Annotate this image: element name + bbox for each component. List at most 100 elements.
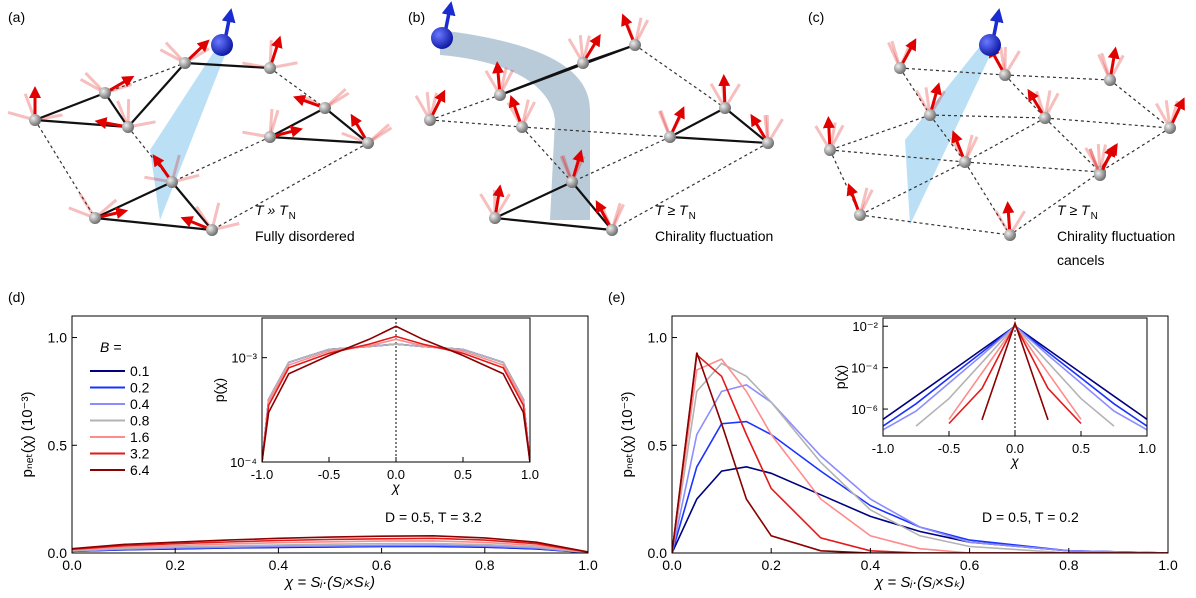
site <box>179 57 191 69</box>
site <box>494 89 506 101</box>
x-axis-label: χ = Sᵢ·(Sⱼ×Sₖ) <box>283 574 375 591</box>
condition: T ≥ T <box>1057 202 1091 218</box>
bond <box>1004 74 1046 119</box>
data-line <box>262 343 530 462</box>
x-tick-label: 0.0 <box>662 557 682 573</box>
site <box>122 121 134 133</box>
x-tick-label: 0.0 <box>387 467 405 482</box>
site <box>924 109 936 121</box>
site <box>894 62 906 74</box>
site <box>206 224 218 236</box>
bond <box>127 62 186 128</box>
data-line <box>672 362 1168 553</box>
y-tick-label: 10⁻⁶ <box>851 402 878 417</box>
site <box>566 176 578 188</box>
series-group <box>72 534 588 553</box>
bond <box>184 61 271 70</box>
y-axis-label: pₙₑₜ(χ) (10⁻³) <box>619 392 636 478</box>
x-axis-label: χ <box>390 479 400 495</box>
site <box>264 131 276 143</box>
lattice-diagrams <box>7 1 1185 241</box>
legend-label: 1.6 <box>130 429 150 445</box>
x-tick-label: 0.4 <box>269 557 289 573</box>
panel-label: (a) <box>8 9 25 25</box>
condition-subscript: N <box>689 211 696 222</box>
y-tick-label: 10⁻³ <box>231 351 257 366</box>
legend-label: 0.1 <box>130 363 150 379</box>
site <box>29 114 41 126</box>
site <box>516 121 528 133</box>
bond <box>929 114 966 163</box>
series-group <box>672 352 1168 553</box>
lattice <box>414 1 784 236</box>
bond <box>859 161 966 216</box>
y-tick-label: 10⁻⁴ <box>230 455 257 470</box>
chirality-sphere <box>211 34 233 56</box>
y-tick-label: 0.0 <box>48 545 68 561</box>
bond <box>269 135 369 145</box>
annotation: D = 0.5, T = 3.2 <box>385 509 482 525</box>
legend-label: 0.4 <box>130 396 150 412</box>
legend-label: 3.2 <box>130 446 150 462</box>
x-tick-label: 0.8 <box>1059 557 1079 573</box>
chart: -1.0 -0.5 0.0 0.5 1.0 10⁻⁶ 10⁻⁴ 10⁻² χ p(χ) <box>832 317 1156 469</box>
bond <box>964 161 1101 173</box>
bond <box>171 181 213 231</box>
x-axis-label: χ <box>1009 453 1019 469</box>
panel-label: (c) <box>808 9 824 25</box>
bond <box>269 67 326 109</box>
bond <box>1109 79 1171 129</box>
site <box>824 144 836 156</box>
bond <box>1004 74 1111 81</box>
bond <box>521 126 573 183</box>
bond <box>34 91 106 122</box>
bond <box>494 181 573 219</box>
data-line <box>72 534 588 553</box>
x-tick-label: -1.0 <box>872 441 894 456</box>
y-tick-label: 1.0 <box>648 330 668 346</box>
bond <box>429 119 523 128</box>
annotation: D = 0.5, T = 0.2 <box>982 509 1079 525</box>
bond <box>859 214 1011 236</box>
chirality-sheet <box>150 50 225 220</box>
data-line <box>72 542 588 553</box>
chart: -1.0 -0.5 0.0 0.5 1.0 10⁻⁴ 10⁻³ χ p(χ) <box>211 317 539 495</box>
data-line <box>981 320 1049 421</box>
condition: T ≥ T <box>655 202 689 218</box>
legend-label: 0.8 <box>130 413 150 429</box>
site <box>489 212 501 224</box>
site <box>264 62 276 74</box>
series-group <box>883 320 1147 431</box>
bond <box>429 94 501 121</box>
condition-subscript: N <box>289 211 296 222</box>
series-group <box>262 325 530 462</box>
bond <box>669 135 769 145</box>
legend-label: 0.2 <box>130 380 150 396</box>
x-tick-label: 0.2 <box>761 557 781 573</box>
bond <box>34 118 129 129</box>
x-tick-label: 1.0 <box>578 557 598 573</box>
bond <box>104 92 129 128</box>
x-axis-label: χ = Sᵢ·(Sⱼ×Sₖ) <box>873 574 965 591</box>
bond <box>929 114 1046 119</box>
lattice <box>814 8 1185 241</box>
x-tick-label: 1.0 <box>521 467 539 482</box>
condition-subscript: N <box>1091 211 1098 222</box>
site <box>577 57 589 69</box>
data-line <box>72 537 588 553</box>
x-tick-label: 1.0 <box>1138 441 1156 456</box>
plot-frame <box>671 315 1169 554</box>
bond <box>521 126 671 138</box>
caption: Chirality fluctuation <box>655 228 773 244</box>
bond <box>94 181 173 219</box>
data-line <box>672 384 1168 553</box>
bond <box>494 216 613 232</box>
x-tick-label: 0.8 <box>475 557 495 573</box>
site <box>999 69 1011 81</box>
chirality-sheet <box>440 30 590 220</box>
y-tick-label: 1.0 <box>48 330 68 346</box>
x-tick-label: -0.5 <box>318 467 340 482</box>
bond <box>499 43 636 97</box>
site <box>1004 229 1016 241</box>
legend-title: B = <box>100 339 121 355</box>
